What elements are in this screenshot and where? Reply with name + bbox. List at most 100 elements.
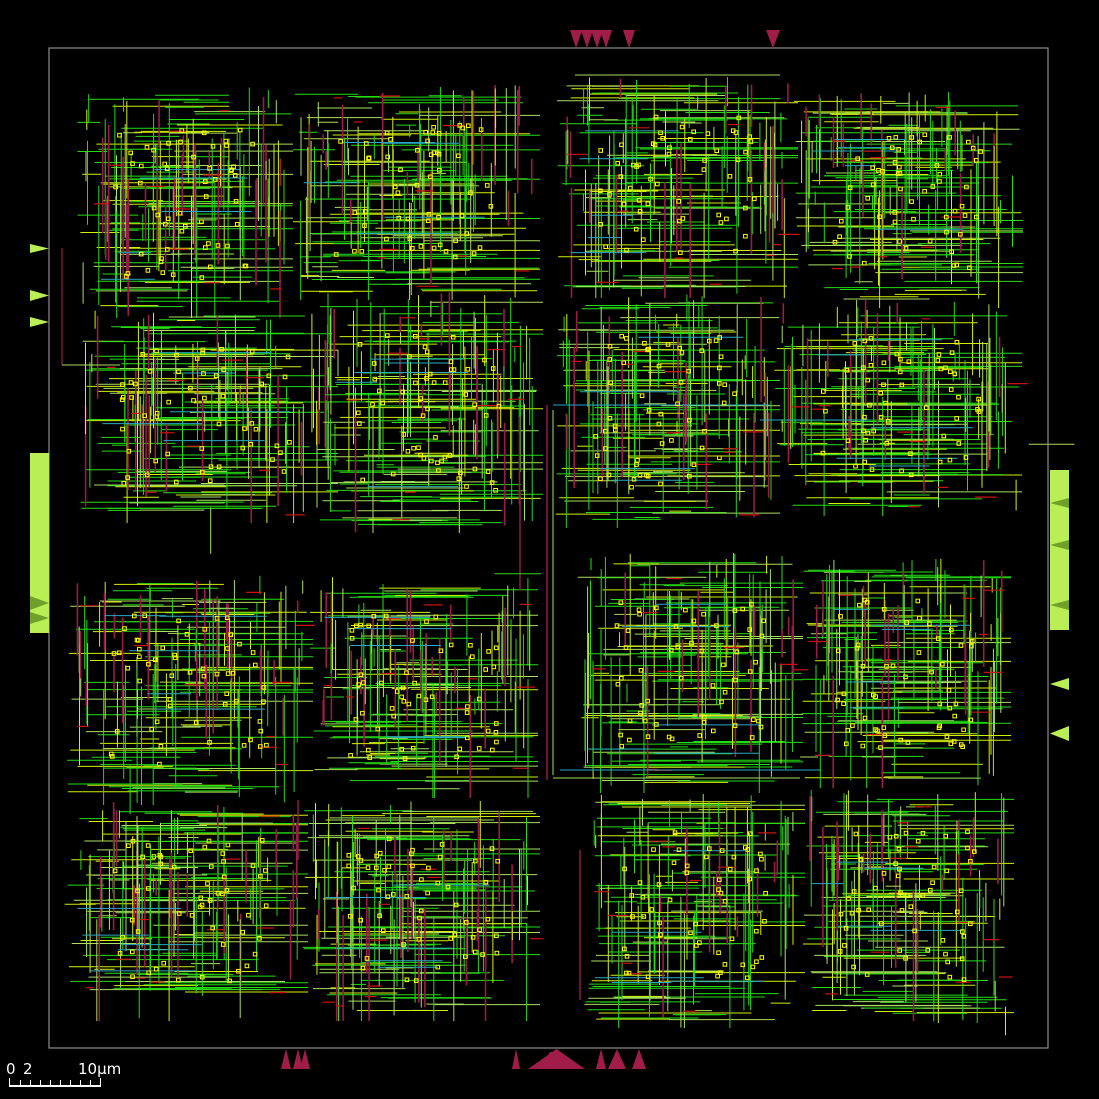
via	[365, 865, 371, 870]
via	[129, 917, 135, 923]
via	[905, 740, 911, 745]
via	[607, 416, 613, 421]
via	[703, 854, 709, 860]
via	[117, 132, 122, 138]
via	[680, 216, 686, 221]
via	[132, 613, 137, 619]
via	[892, 160, 898, 165]
via	[903, 956, 908, 961]
via	[485, 916, 491, 922]
via	[898, 737, 904, 743]
via	[893, 833, 899, 839]
via	[743, 205, 748, 211]
via	[237, 127, 243, 133]
via	[660, 136, 666, 141]
via	[494, 933, 499, 939]
via	[202, 395, 207, 401]
via	[401, 432, 407, 437]
via	[876, 168, 881, 173]
via	[485, 469, 491, 474]
via	[221, 859, 226, 864]
via	[121, 481, 127, 486]
via	[622, 866, 627, 872]
via	[688, 930, 693, 936]
via	[759, 955, 765, 960]
via	[904, 893, 910, 899]
via	[421, 456, 427, 461]
via	[863, 437, 869, 443]
via	[361, 680, 366, 685]
via	[747, 177, 753, 182]
via	[485, 728, 491, 734]
via	[636, 162, 641, 168]
pin-north	[766, 30, 780, 48]
via	[171, 864, 177, 870]
via	[166, 399, 171, 405]
scale-tick	[70, 1080, 71, 1085]
via	[203, 194, 209, 199]
via	[915, 838, 921, 844]
via	[678, 675, 684, 681]
via	[416, 937, 422, 942]
channel-routing	[61, 74, 1075, 1036]
via	[477, 927, 482, 933]
via	[618, 174, 624, 179]
via	[652, 142, 658, 148]
via	[146, 886, 151, 891]
via	[892, 210, 898, 215]
via	[952, 208, 958, 214]
via	[187, 670, 193, 675]
pin-north	[581, 30, 593, 48]
via	[364, 141, 369, 146]
via	[410, 246, 415, 251]
via	[883, 400, 888, 406]
via	[401, 699, 407, 704]
via	[972, 849, 977, 854]
via	[896, 147, 902, 152]
via	[112, 868, 118, 874]
via	[452, 932, 457, 938]
via	[970, 145, 976, 151]
via	[747, 134, 753, 139]
via	[420, 413, 426, 418]
via	[850, 723, 855, 728]
via	[445, 884, 451, 890]
via	[717, 335, 723, 340]
via	[716, 212, 722, 218]
via	[416, 693, 422, 699]
via	[878, 921, 884, 926]
via	[346, 863, 351, 869]
via	[944, 214, 949, 220]
via	[282, 374, 288, 380]
via	[963, 455, 969, 460]
via	[489, 480, 495, 485]
via	[258, 873, 263, 879]
via	[194, 356, 200, 361]
via	[629, 893, 635, 898]
via	[370, 402, 375, 407]
via	[943, 951, 948, 957]
via	[866, 907, 872, 913]
via	[691, 618, 697, 624]
via	[594, 453, 600, 458]
via	[483, 413, 489, 418]
via	[169, 673, 175, 679]
scale-tick	[20, 1080, 21, 1085]
via	[935, 358, 941, 363]
via	[468, 190, 473, 195]
via	[357, 342, 363, 347]
via	[257, 719, 263, 724]
via	[847, 185, 853, 190]
via	[944, 734, 950, 739]
pin-south	[512, 1049, 520, 1069]
via	[353, 717, 359, 722]
via	[615, 681, 621, 687]
via	[679, 350, 685, 355]
via	[144, 472, 150, 478]
via	[464, 920, 469, 925]
via	[198, 895, 203, 901]
via	[945, 959, 951, 965]
via	[947, 135, 952, 140]
